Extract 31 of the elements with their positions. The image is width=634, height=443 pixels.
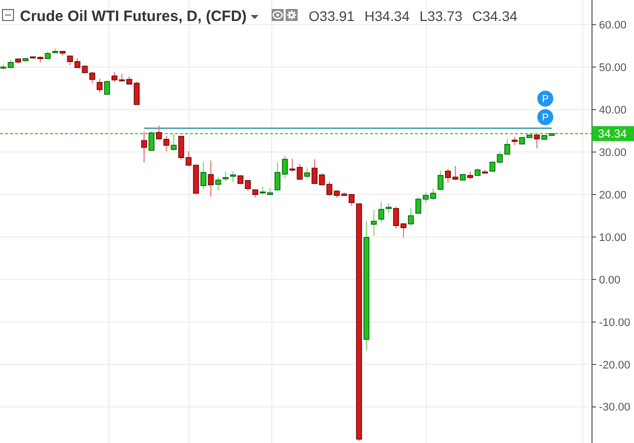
candlestick xyxy=(438,170,444,190)
candlestick xyxy=(370,209,377,236)
annotation: P xyxy=(542,94,549,106)
candlestick xyxy=(141,131,148,163)
candlestick xyxy=(222,171,229,182)
y-tick-label: -20.00 xyxy=(599,359,630,372)
candlestick xyxy=(230,171,236,183)
y-tick-label: -10.00 xyxy=(599,316,630,329)
candlestick xyxy=(304,166,310,180)
candlestick xyxy=(386,202,392,214)
y-tick-label: 10.00 xyxy=(599,232,627,244)
y-tick-label: 20.00 xyxy=(599,189,627,202)
text: Crude Oil WTI Futures, D, (CFD) xyxy=(20,8,247,25)
candlestick xyxy=(104,80,110,96)
y-tick-label: 30.00 xyxy=(599,146,627,159)
candlestick xyxy=(408,207,414,226)
candlestick xyxy=(96,78,103,94)
candlestick xyxy=(170,134,177,150)
candlestick xyxy=(200,161,206,190)
y-tick-label: 40.00 xyxy=(599,104,627,116)
text: O33.91 H34.34 L33.73 C34.34 xyxy=(308,8,518,24)
candlestick xyxy=(534,134,540,149)
y-tick-label: 60.00 xyxy=(599,19,627,32)
annotation: P xyxy=(542,112,549,124)
ref-line-label: 34.34 xyxy=(598,128,628,141)
y-tick-label: 50.00 xyxy=(599,62,627,74)
candlestick xyxy=(215,176,222,192)
candlestick xyxy=(208,160,214,198)
y-tick-label: -30.00 xyxy=(599,402,630,414)
y-tick-label: 0.00 xyxy=(599,274,620,286)
candlestick xyxy=(378,202,384,224)
